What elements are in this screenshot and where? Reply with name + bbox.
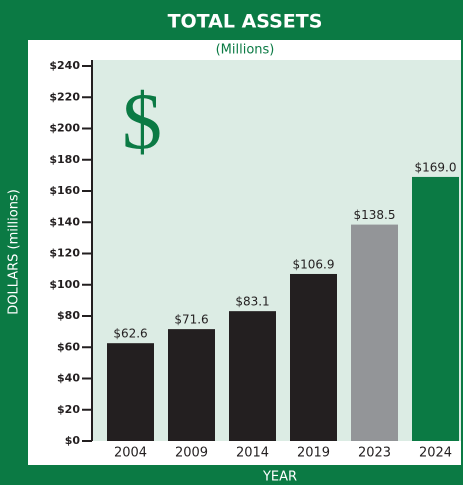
y-axis-label: DOLLARS (millions) <box>7 189 22 315</box>
y-tick-label: $160 <box>49 184 80 197</box>
y-tick-label: $80 <box>57 309 80 322</box>
value-label: $138.5 <box>354 208 396 222</box>
x-tick-label: 2004 <box>114 446 147 461</box>
y-tick-label: $0 <box>65 434 81 447</box>
y-tick-label: $180 <box>49 153 80 166</box>
bar <box>351 224 398 441</box>
value-label: $169.0 <box>415 160 457 174</box>
y-tick-label: $140 <box>49 215 80 228</box>
dollar-icon: $ <box>122 78 162 166</box>
y-tick-label: $220 <box>49 90 80 103</box>
chart-subtitle: (Millions) <box>216 43 275 58</box>
y-tick-label: $120 <box>49 247 80 260</box>
x-tick-label: 2014 <box>236 446 269 461</box>
bar <box>290 273 337 441</box>
bar <box>168 329 215 441</box>
x-axis-label: YEAR <box>262 470 297 485</box>
bar <box>107 343 154 441</box>
x-tick-label: 2023 <box>358 446 391 461</box>
y-tick-label: $60 <box>57 340 80 353</box>
y-tick-label: $240 <box>49 59 80 72</box>
bar <box>229 311 276 441</box>
value-label: $83.1 <box>235 295 269 309</box>
value-label: $106.9 <box>293 257 335 271</box>
y-tick-label: $200 <box>49 122 80 135</box>
y-tick-label: $20 <box>57 403 80 416</box>
bar <box>412 176 459 441</box>
y-tick-label: $40 <box>57 372 80 385</box>
x-tick-label: 2009 <box>175 446 208 461</box>
y-tick-label: $100 <box>49 278 80 291</box>
chart-title: TOTAL ASSETS <box>168 11 323 33</box>
value-label: $71.6 <box>174 313 208 327</box>
x-tick-label: 2024 <box>419 446 452 461</box>
x-tick-label: 2019 <box>297 446 330 461</box>
value-label: $62.6 <box>113 327 147 341</box>
